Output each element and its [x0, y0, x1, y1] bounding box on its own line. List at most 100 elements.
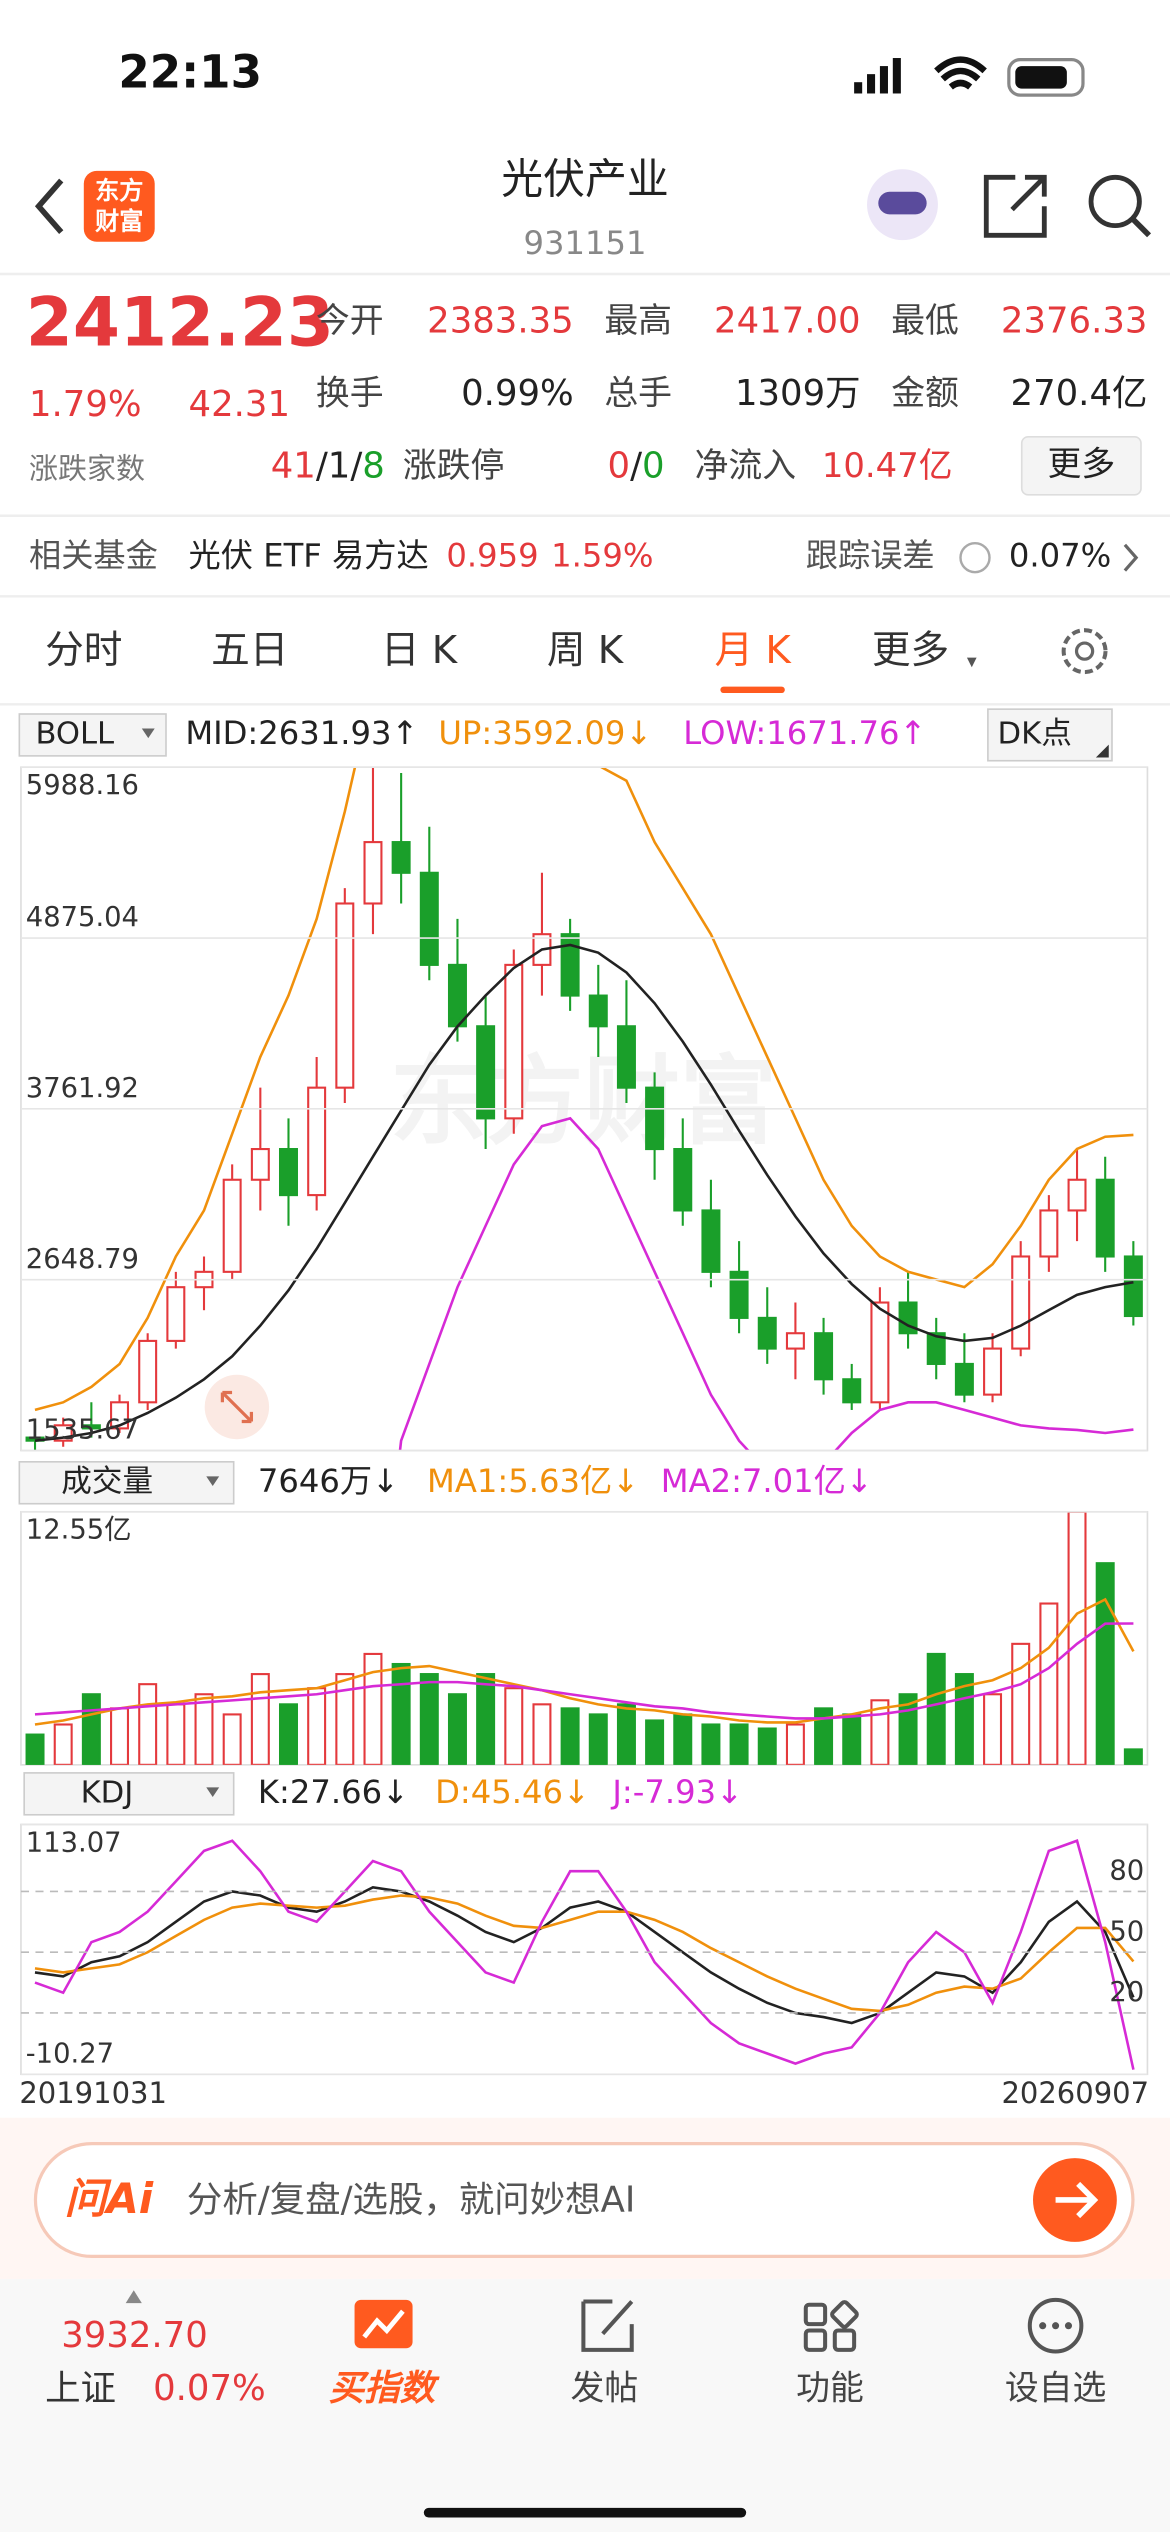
more-text: 更多: [1048, 444, 1116, 483]
breadth-part: /: [316, 445, 328, 486]
inflow-label: 净流入: [695, 446, 796, 485]
battery-level: [1015, 66, 1067, 89]
candle-body: [757, 1316, 777, 1350]
field-value: 2417.00: [714, 300, 861, 341]
y-tick-label: 1535.67: [26, 1415, 139, 1446]
candle-body: [729, 1270, 749, 1319]
change: 42.31: [189, 384, 290, 425]
breadth-part: 0: [608, 445, 631, 486]
indicator-line: [34, 943, 1134, 1442]
field-value: 1309万: [735, 373, 861, 414]
nav-icon[interactable]: [1027, 2297, 1084, 2354]
breadth-label: 涨跌家数: [29, 452, 145, 486]
index-value: 3932.70: [61, 2315, 208, 2356]
nav-label[interactable]: 买指数: [329, 2368, 441, 2409]
breadth-part: 8: [362, 445, 385, 486]
volume-bar: [25, 1733, 45, 1765]
logo-text: 财富: [95, 207, 143, 235]
volume-bar: [673, 1713, 693, 1765]
expand-icon: [220, 1390, 254, 1424]
indicator-select[interactable]: [18, 713, 167, 757]
volume-bar: [504, 1687, 524, 1765]
nav-icon[interactable]: [803, 2300, 859, 2352]
candle-body: [1123, 1255, 1143, 1318]
volume-bar: [785, 1723, 805, 1765]
indicator-value: K:27.66↓: [258, 1773, 409, 1811]
field-label: 总手: [604, 373, 672, 412]
up-indicator: [125, 2290, 142, 2304]
breadth-part: /: [630, 445, 642, 486]
field-value: 0.99%: [461, 373, 574, 414]
nav-icon[interactable]: [581, 2299, 634, 2352]
indicator-select[interactable]: [23, 1772, 235, 1816]
candle-body: [138, 1339, 158, 1404]
tab[interactable]: 五日: [211, 628, 288, 673]
settings-center: [1074, 641, 1095, 661]
dropdown-arrow: [966, 657, 977, 668]
indicator-line: [34, 1839, 1135, 2070]
volume-bar: [81, 1693, 101, 1765]
candle-body: [1011, 1255, 1031, 1350]
nav-label[interactable]: 发帖: [571, 2369, 639, 2408]
indicator-select[interactable]: [18, 1461, 235, 1505]
dropdown-arrow: [206, 1787, 220, 1798]
volume-bar: [110, 1707, 130, 1765]
field-value: 270.4亿: [1011, 373, 1148, 414]
indicator-line: [34, 1885, 1135, 2025]
reference-label: 20: [1109, 1977, 1144, 2008]
candle-body: [419, 871, 439, 966]
breadth-part: 1: [328, 445, 351, 486]
candle-body: [814, 1332, 834, 1381]
indicator-value: MA1:5.63亿↓: [427, 1462, 639, 1500]
candle-body: [307, 1086, 327, 1197]
nav-label[interactable]: 功能: [796, 2369, 864, 2408]
volume-bar: [222, 1713, 242, 1765]
chevron[interactable]: [1123, 543, 1139, 572]
indicator-value: J:-7.93↓: [610, 1773, 743, 1811]
ai-input[interactable]: [33, 2141, 1135, 2259]
help-icon[interactable]: [959, 541, 991, 574]
breadth: 41/1/8: [271, 445, 385, 486]
indicator-line: [34, 767, 1134, 1412]
candle-body: [560, 933, 580, 997]
indicator-line: [34, 1894, 1135, 2013]
y-tick-label: 12.55亿: [26, 1515, 132, 1546]
candle-body: [954, 1362, 974, 1396]
breadth-part: 41: [271, 445, 316, 486]
candle-body: [166, 1286, 186, 1342]
tab[interactable]: 更多: [872, 628, 949, 673]
field-label: 换手: [316, 373, 384, 412]
indicator-name: KDJ: [81, 1775, 134, 1810]
back-button[interactable]: [34, 178, 64, 234]
plot: [34, 1839, 1135, 2070]
tab[interactable]: 日 K: [381, 628, 459, 673]
tab[interactable]: 分时: [45, 628, 122, 673]
dk-button[interactable]: [987, 708, 1113, 762]
nav-label[interactable]: 设自选: [1005, 2369, 1106, 2408]
last-price: 2412.23: [26, 283, 334, 362]
share-button[interactable]: [983, 174, 1047, 238]
more-button[interactable]: [1020, 435, 1142, 496]
reference-label: 50: [1109, 1916, 1144, 1947]
tab-underline: [720, 686, 785, 694]
arrow-icon: [1055, 2181, 1099, 2219]
dk-text: DK点: [998, 716, 1072, 751]
settings-button[interactable]: [1061, 628, 1108, 675]
ai-placeholder: 分析/复盘/选股，就问妙想AI: [187, 2180, 635, 2221]
limit: 0/0: [608, 445, 665, 486]
y-tick-label: -10.27: [26, 2038, 114, 2069]
volume-bar: [447, 1693, 467, 1765]
field-value: 2383.35: [427, 300, 574, 341]
tab[interactable]: 月 K: [714, 628, 792, 673]
candle-body: [447, 963, 467, 1028]
search-handle: [1130, 217, 1152, 238]
candle-body: [110, 1401, 130, 1430]
breadth-part: 0: [642, 445, 665, 486]
search-button[interactable]: [1088, 174, 1142, 229]
indicator-value: 7646万↓: [258, 1462, 399, 1500]
dropdown-arrow: [141, 728, 155, 739]
plot: 东方财富: [25, 767, 1143, 1451]
tab[interactable]: 周 K: [547, 628, 625, 673]
candle-body: [476, 1025, 496, 1120]
